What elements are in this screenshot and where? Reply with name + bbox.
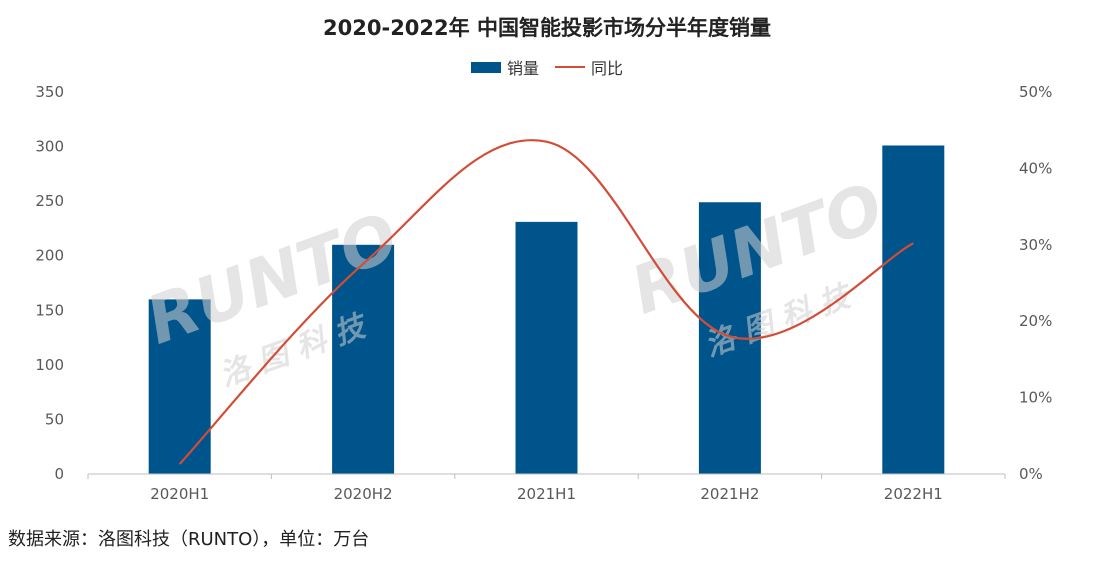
bar bbox=[882, 145, 945, 475]
x-tick-label: 2020H2 bbox=[334, 485, 393, 503]
y-left-tick-label: 250 bbox=[35, 192, 64, 210]
legend-item-yoy: 同比 bbox=[555, 55, 623, 79]
chart-title: 2020-2022年 中国智能投影市场分半年度销量 bbox=[323, 16, 771, 40]
y-left-tick-label: 0 bbox=[54, 465, 64, 483]
y-right-tick-label: 30% bbox=[1019, 236, 1052, 254]
x-tick-label: 2021H2 bbox=[700, 485, 759, 503]
bar bbox=[148, 299, 211, 474]
y-left-tick-label: 300 bbox=[35, 138, 64, 156]
y-left-tick-label: 350 bbox=[35, 83, 64, 101]
y-right-tick-label: 20% bbox=[1019, 312, 1052, 330]
y-left-tick-label: 100 bbox=[35, 356, 64, 374]
y-left-tick-label: 150 bbox=[35, 301, 64, 319]
chart-plot: 0501001502002503003500%10%20%30%40%50%RU… bbox=[35, 83, 1052, 503]
y-left-tick-label: 50 bbox=[45, 410, 64, 428]
legend-label-yoy: 同比 bbox=[591, 59, 624, 78]
y-right-tick-label: 10% bbox=[1019, 389, 1052, 407]
x-tick-label: 2021H1 bbox=[517, 485, 576, 503]
yoy-line bbox=[178, 139, 914, 465]
bar bbox=[515, 221, 578, 474]
y-right-tick-label: 40% bbox=[1019, 159, 1052, 177]
legend-label-sales: 销量 bbox=[506, 59, 539, 78]
legend-swatch-bar bbox=[470, 61, 501, 73]
legend-item-sales: 销量 bbox=[470, 55, 539, 79]
legend-swatch-line bbox=[555, 66, 585, 68]
y-right-tick-label: 0% bbox=[1019, 465, 1043, 483]
x-tick-label: 2020H1 bbox=[150, 485, 209, 503]
legend: 销量 同比 bbox=[0, 55, 1094, 79]
y-right-tick-label: 50% bbox=[1019, 83, 1052, 101]
y-left-tick-label: 200 bbox=[35, 247, 64, 265]
source-note: 数据来源：洛图科技（RUNTO），单位：万台 bbox=[8, 529, 370, 550]
x-tick-label: 2022H1 bbox=[884, 485, 943, 503]
